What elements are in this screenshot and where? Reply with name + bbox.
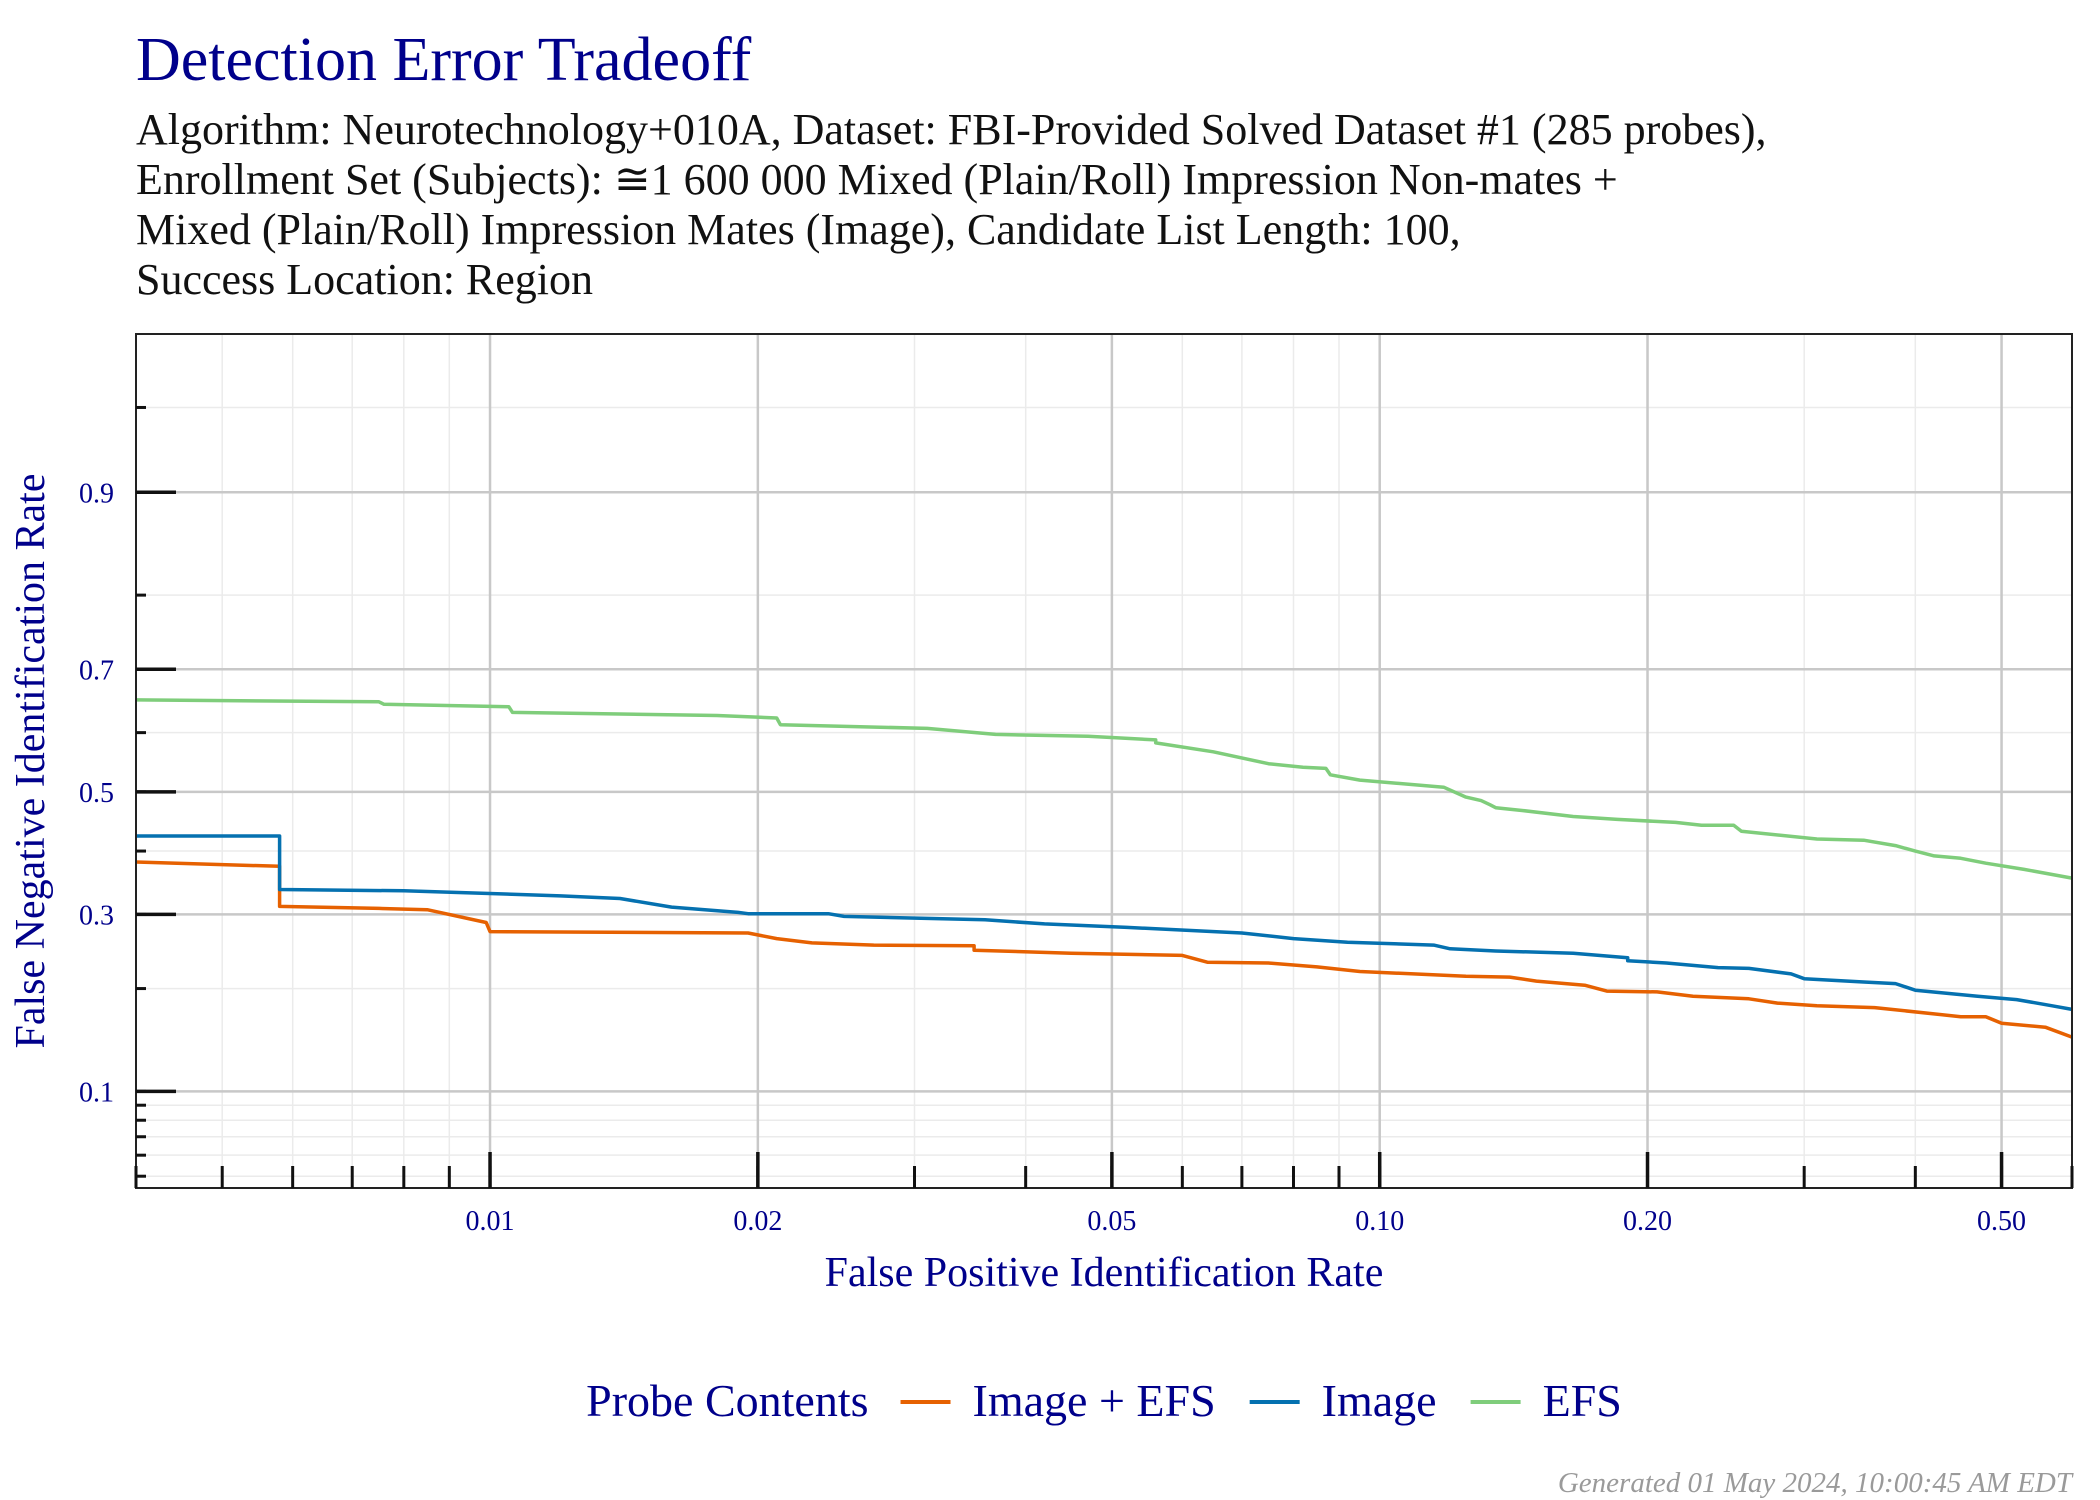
plot-frame	[135, 333, 2073, 1189]
subtitle-line: Algorithm: Neurotechnology+010A, Dataset…	[136, 105, 1767, 154]
legend-title: Probe Contents	[586, 1375, 868, 1426]
legend-label: Image + EFS	[973, 1375, 1216, 1426]
series-line-image-efs	[135, 860, 2073, 1039]
x-tick-label: 0.10	[1355, 1206, 1404, 1237]
major-gridlines	[136, 334, 2072, 1188]
legend: Probe Contents Image + EFS Image EFS	[586, 1375, 1622, 1426]
legend-label: Image	[1322, 1375, 1437, 1426]
y-tick-label: 0.9	[79, 478, 114, 509]
series-line-image	[136, 834, 2073, 1012]
series-lines	[135, 698, 2073, 1039]
x-axis-title: False Positive Identification Rate	[825, 1250, 1384, 1296]
series-line-efs	[135, 698, 2073, 880]
y-tick-label: 0.5	[79, 778, 114, 809]
subtitle-line: Success Location: Region	[136, 255, 593, 304]
y-axis-title: False Negative Identification Rate	[8, 474, 54, 1049]
chart-title: Detection Error Tradeoff	[136, 26, 752, 94]
axis-ticks	[134, 405, 2074, 1188]
x-tick-label: 0.50	[1977, 1206, 2026, 1237]
y-tick-label: 0.7	[79, 655, 114, 686]
x-tick-label: 0.05	[1087, 1206, 1136, 1237]
subtitle-line: Mixed (Plain/Roll) Impression Mates (Ima…	[136, 205, 1461, 254]
x-tick-label: 0.02	[733, 1206, 782, 1237]
x-tick-label: 0.20	[1623, 1206, 1672, 1237]
y-tick-label: 0.3	[79, 900, 114, 931]
tick-labels: 0.01 0.02 0.05 0.10 0.20 0.50 0.1 0.3 0.5 0.7 0.9	[79, 478, 2026, 1237]
generated-timestamp: Generated 01 May 2024, 10:00:45 AM EDT	[1558, 1467, 2074, 1499]
chart-subtitle: Algorithm: Neurotechnology+010A, Dataset…	[136, 105, 1767, 304]
y-tick-label: 0.1	[79, 1077, 114, 1108]
minor-gridlines	[135, 334, 2073, 1188]
subtitle-line: Enrollment Set (Subjects): ≅1 600 000 Mi…	[136, 155, 1618, 204]
x-tick-label: 0.01	[466, 1206, 515, 1237]
legend-label: EFS	[1543, 1375, 1622, 1426]
